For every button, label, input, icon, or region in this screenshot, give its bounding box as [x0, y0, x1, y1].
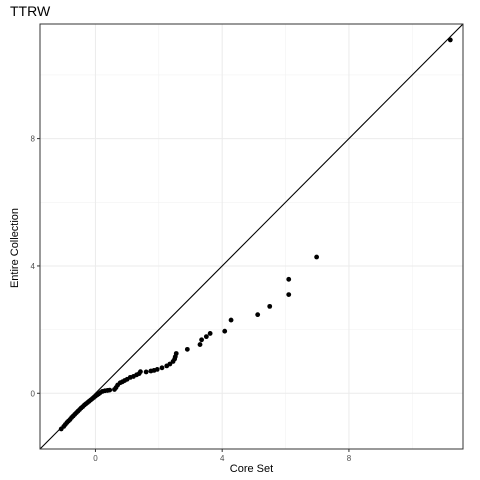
data-points: [58, 37, 453, 432]
y-tick-label: 8: [31, 135, 36, 144]
data-point: [184, 346, 190, 352]
y-axis-ticks: 0 4 8: [31, 135, 40, 398]
data-point: [199, 337, 204, 343]
data-point: [159, 365, 165, 371]
identity-line: [39, 23, 464, 450]
data-point: [447, 37, 453, 43]
data-point: [286, 292, 292, 297]
x-tick-label: 0: [93, 454, 98, 463]
data-point: [222, 328, 228, 334]
grid-lines: [40, 24, 463, 449]
data-point: [143, 369, 149, 375]
data-point: [138, 369, 143, 375]
x-axis-label: Core Set: [229, 463, 274, 475]
chart-title: TTRW: [10, 3, 51, 19]
x-axis-ticks: 0 4 8: [93, 449, 352, 463]
reference-line: [39, 23, 464, 450]
y-axis-label: Entire Collection: [9, 207, 21, 289]
x-tick-label: 4: [220, 454, 225, 463]
x-tick-label: 8: [347, 454, 352, 463]
data-point: [197, 342, 203, 347]
data-point: [154, 367, 160, 372]
y-tick-label: 0: [31, 389, 36, 398]
data-point: [314, 254, 320, 260]
data-point: [228, 317, 234, 323]
data-point: [267, 303, 273, 309]
data-point: [173, 351, 179, 356]
data-point: [107, 387, 113, 393]
data-point: [255, 312, 261, 318]
data-point: [203, 334, 209, 340]
panel-border: [39, 23, 464, 450]
y-tick-label: 4: [31, 262, 36, 271]
data-point: [286, 276, 292, 282]
data-point: [207, 331, 213, 336]
